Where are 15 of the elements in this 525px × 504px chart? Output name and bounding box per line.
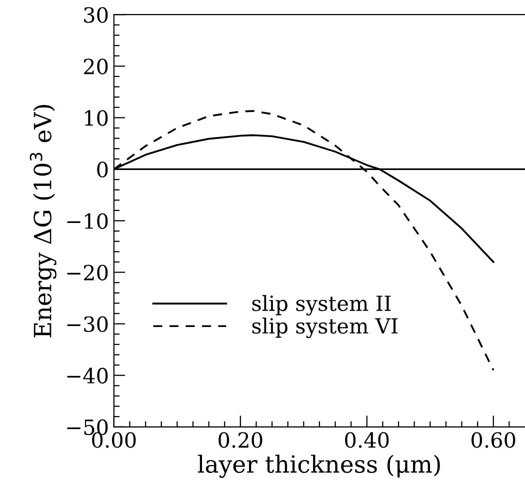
x-tick-label: 0.60 (472, 432, 516, 448)
y-tick-label: 10 (85, 110, 108, 126)
x-axis-title: layer thickness (μm) (198, 454, 440, 478)
y-axis-title: Energy ΔG (10$^{3}$ eV) (30, 104, 56, 338)
legend-label: slip system VI (252, 318, 398, 338)
y-tick-label: −40 (67, 368, 108, 384)
y-tick-label: −20 (67, 264, 108, 280)
y-tick-label: 0 (97, 162, 108, 178)
y-tick-label: 20 (84, 58, 108, 74)
y-tick-label: 30 (84, 7, 108, 23)
y-tick-label: −10 (67, 213, 108, 229)
x-tick-label: 0.20 (218, 432, 262, 448)
y-tick-label: −30 (67, 316, 108, 332)
x-tick-label: 0.40 (345, 432, 389, 448)
legend-label: slip system II (252, 295, 391, 316)
